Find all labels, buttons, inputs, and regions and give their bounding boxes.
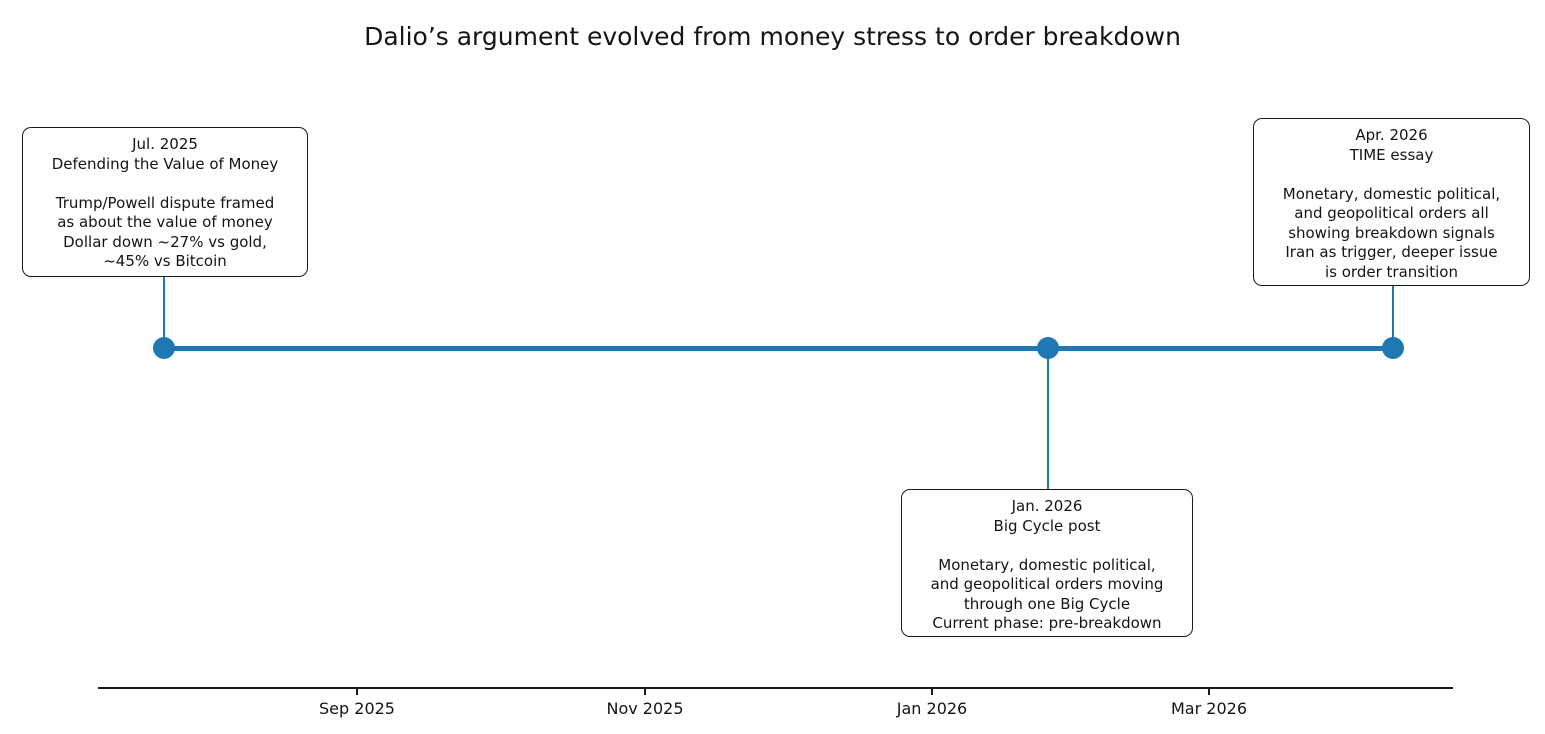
x-tick-label-mar-2026: Mar 2026 — [1171, 699, 1247, 718]
timeline-line — [164, 346, 1393, 351]
event-title: Big Cycle post — [993, 516, 1101, 535]
event-title: TIME essay — [1349, 145, 1434, 164]
event-date: Jul. 2025 — [132, 135, 198, 153]
timeline-dot-jan-2026 — [1037, 337, 1059, 359]
timeline-connector — [1392, 286, 1394, 349]
event-box-jan-2026: Jan. 2026 Big Cycle post Monetary, domes… — [901, 489, 1193, 637]
event-box-apr-2026: Apr. 2026 TIME essay Monetary, domestic … — [1253, 118, 1530, 286]
x-axis-tick — [644, 689, 646, 695]
event-description: Monetary, domestic political, and geopol… — [1282, 184, 1501, 281]
timeline-dot-jul-2025 — [153, 337, 175, 359]
x-tick-label-sep-2025: Sep 2025 — [319, 699, 395, 718]
x-axis-tick — [1208, 689, 1210, 695]
x-tick-label-jan-2026: Jan 2026 — [896, 699, 968, 718]
x-axis-tick — [356, 689, 358, 695]
x-tick-label-nov-2025: Nov 2025 — [606, 699, 684, 718]
x-axis-tick — [931, 689, 933, 695]
event-box-jul-2025: Jul. 2025 Defending the Value of Money T… — [22, 127, 308, 277]
timeline-dot-apr-2026 — [1382, 337, 1404, 359]
chart-title: Dalio’s argument evolved from money stre… — [364, 22, 1181, 51]
event-date: Apr. 2026 — [1355, 126, 1428, 144]
x-axis-line — [98, 687, 1453, 689]
event-date: Jan. 2026 — [1011, 497, 1083, 515]
timeline-connector — [163, 277, 165, 348]
event-description: Monetary, domestic political, and geopol… — [930, 555, 1164, 633]
event-description: Trump/Powell dispute framed as about the… — [55, 193, 275, 271]
event-title: Defending the Value of Money — [51, 154, 279, 173]
timeline-connector — [1047, 348, 1049, 489]
